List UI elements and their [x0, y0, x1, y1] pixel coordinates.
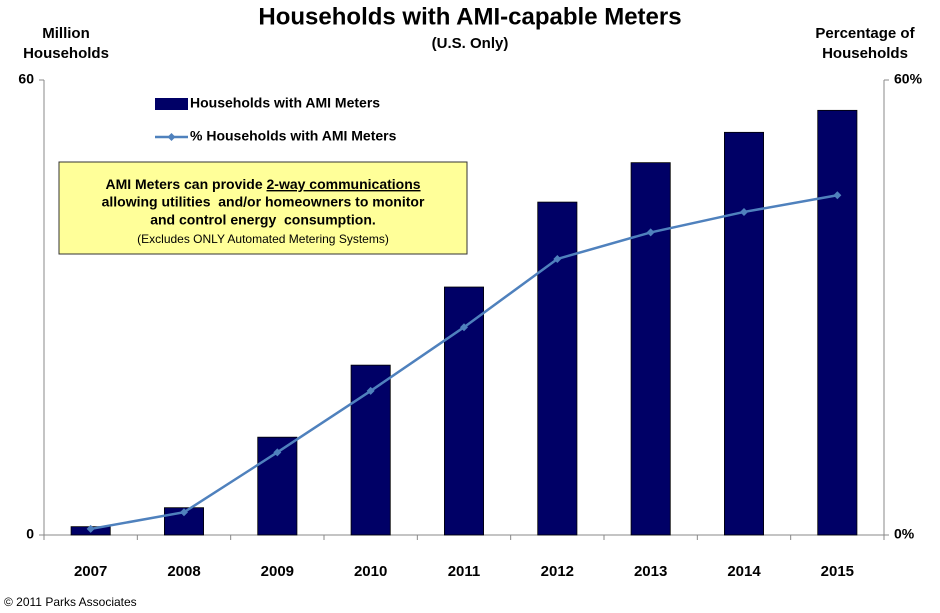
y-axis-title: Households — [23, 45, 109, 62]
bar — [537, 201, 578, 536]
chart-subtitle: (U.S. Only) — [432, 35, 509, 52]
bar — [724, 131, 765, 536]
line-marker — [833, 191, 842, 200]
y2-tick-label: 0% — [894, 526, 915, 542]
x-tick-label: 2014 — [727, 563, 761, 580]
y2-tick-label: 60% — [894, 71, 923, 87]
y2-axis-title: Percentage of — [815, 25, 915, 42]
x-tick-label: 2011 — [448, 563, 481, 580]
y-axis-title: Million — [42, 25, 90, 42]
annotation-text: and control energy consumption. — [150, 212, 376, 228]
x-tick-label: 2010 — [354, 563, 387, 580]
x-tick-label: 2013 — [634, 563, 667, 580]
annotation-note: (Excludes ONLY Automated Metering System… — [137, 232, 389, 246]
line-marker — [553, 254, 562, 263]
annotation-text: AMI Meters can provide 2-way communicati… — [105, 176, 420, 192]
bar — [630, 162, 671, 536]
line-marker — [740, 207, 748, 216]
annotation-text: allowing utilities and/or homeowners to … — [102, 194, 425, 210]
legend-label: Households with AMI Meters — [190, 95, 380, 111]
annotation-text: 2-way communications — [267, 176, 421, 192]
y2-axis-title: Households — [822, 45, 908, 62]
chart-title: Households with AMI-capable Meters — [258, 3, 681, 30]
annotation-box — [58, 161, 468, 255]
annotation-text: AMI Meters can provide — [105, 176, 266, 192]
line-marker — [366, 386, 375, 395]
bar — [817, 109, 858, 536]
legend-swatch — [167, 133, 176, 141]
x-tick-label: 2008 — [167, 563, 200, 580]
x-tick-label: 2015 — [821, 563, 854, 580]
line-marker — [273, 448, 282, 457]
x-tick-label: 2007 — [74, 563, 107, 580]
y-tick-label: 60 — [18, 71, 34, 87]
source: © 2011 Parks Associates — [4, 595, 137, 609]
line-marker — [180, 508, 188, 517]
x-tick-label: 2009 — [261, 563, 294, 580]
line-marker — [86, 524, 95, 533]
line-marker — [646, 228, 655, 237]
y-tick-label: 0 — [26, 526, 34, 542]
line-marker — [460, 323, 468, 332]
legend-swatch — [155, 98, 188, 110]
x-tick-label: 2012 — [541, 563, 574, 580]
legend-label: % Households with AMI Meters — [190, 128, 397, 144]
